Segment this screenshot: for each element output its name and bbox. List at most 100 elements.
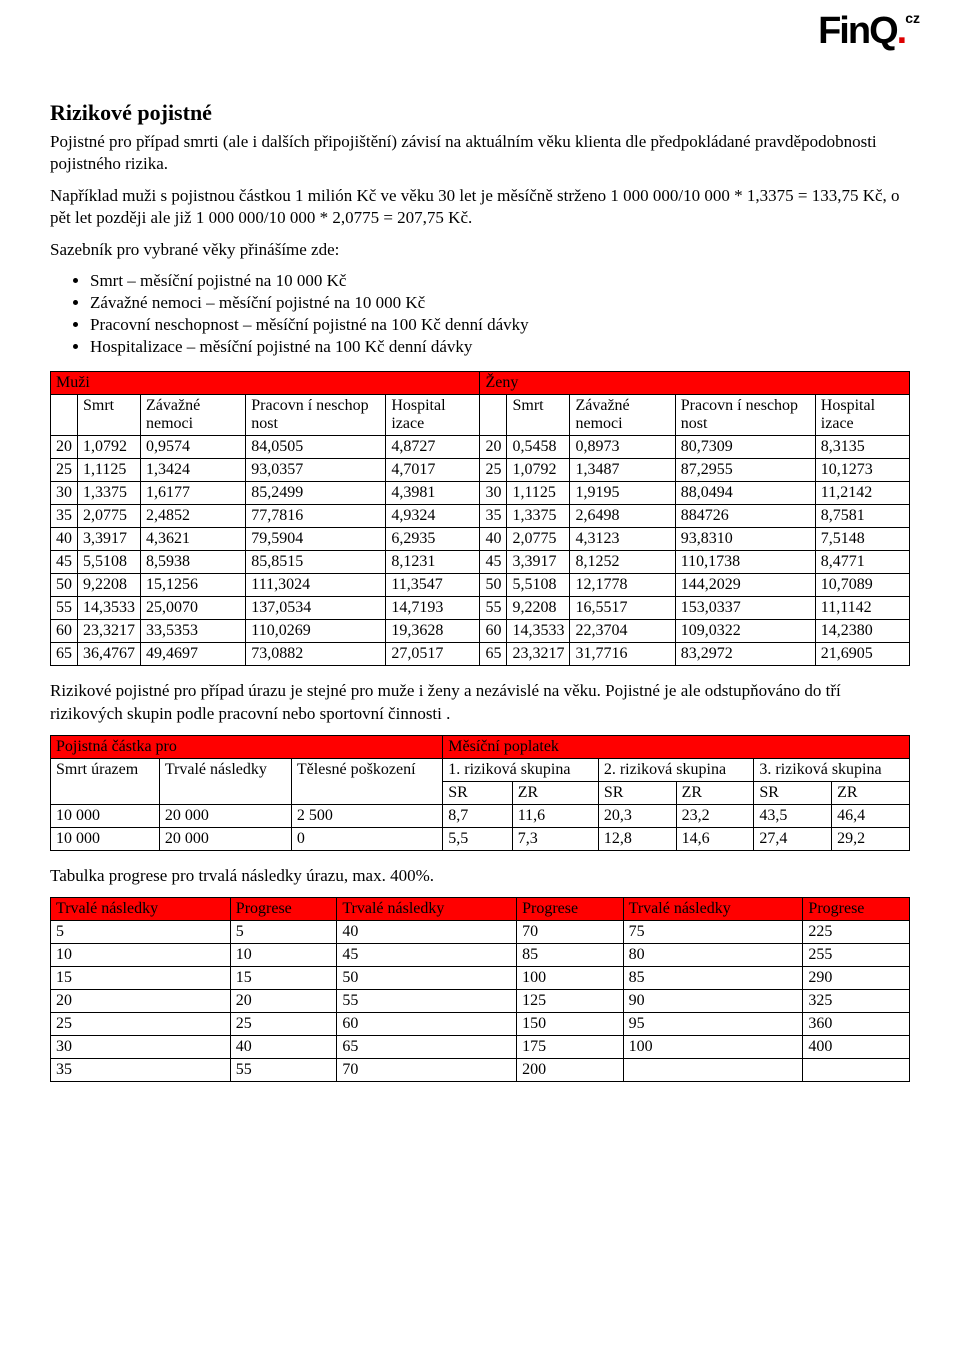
table-cell: 10 000	[51, 804, 160, 827]
table-cell: 65	[480, 643, 507, 666]
table-row: 509,220815,1256111,302411,3547505,510812…	[51, 574, 910, 597]
table-cell: 88,0494	[675, 482, 815, 505]
table-cell: 80,7309	[675, 436, 815, 459]
table-cell: 40	[337, 920, 517, 943]
table-cell: 60	[337, 1012, 517, 1035]
table-cell: 55	[480, 597, 507, 620]
col-nemoci: Závažné nemoci	[570, 395, 675, 436]
table-row: 355570200	[51, 1058, 910, 1081]
table-cell: 87,2955	[675, 459, 815, 482]
table-cell: 65	[51, 643, 78, 666]
col-age	[480, 395, 507, 436]
table-cell: 12,8	[598, 827, 676, 850]
table-cell: 50	[337, 966, 517, 989]
table-cell: 175	[517, 1035, 624, 1058]
table-cell: 75	[623, 920, 803, 943]
table-cell: 20	[51, 989, 231, 1012]
table-cell: 60	[51, 620, 78, 643]
table-cell: 225	[803, 920, 910, 943]
table-cell: 3,3917	[78, 528, 141, 551]
table-cell: 9,2208	[507, 597, 570, 620]
table-cell: 46,4	[832, 804, 910, 827]
table-cell: 23,3217	[78, 620, 141, 643]
table-cell: 25	[51, 1012, 231, 1035]
table-cell: 0,8973	[570, 436, 675, 459]
table-row: 25256015095360	[51, 1012, 910, 1035]
table-row: 15155010085290	[51, 966, 910, 989]
table-cell: 14,3533	[78, 597, 141, 620]
bullet-list: Smrt – měsíční pojistné na 10 000 Kč Záv…	[50, 271, 910, 357]
table-cell: 85,2499	[246, 482, 386, 505]
table-cell: 20	[230, 989, 337, 1012]
col-telesne: Tělesné poškození	[291, 758, 442, 804]
table-row: 6023,321733,5353110,026919,36286014,3533…	[51, 620, 910, 643]
table-cell: 85,8515	[246, 551, 386, 574]
table-row: 6536,476749,469773,088227,05176523,32173…	[51, 643, 910, 666]
table-cell: 79,5904	[246, 528, 386, 551]
table-cell: 85	[623, 966, 803, 989]
table-cell: 2,0775	[507, 528, 570, 551]
col-smrt-urazem: Smrt úrazem	[51, 758, 160, 804]
table-cell: 65	[337, 1035, 517, 1058]
table-row: 201,07920,957484,05054,8727200,54580,897…	[51, 436, 910, 459]
table-cell: 10,1273	[815, 459, 909, 482]
table-cell: 11,1142	[815, 597, 909, 620]
table-cell: 31,7716	[570, 643, 675, 666]
col-sr: SR	[598, 781, 676, 804]
table-row: 5514,353325,0070137,053414,7193559,22081…	[51, 597, 910, 620]
table-cell: 20 000	[159, 804, 291, 827]
table-cell: 29,2	[832, 827, 910, 850]
hdr-poplatek: Měsíční poplatek	[443, 735, 910, 758]
accident-table: Pojistná částka pro Měsíční poplatek Smr…	[50, 735, 910, 851]
table-cell: 5,5108	[78, 551, 141, 574]
logo-dot: .	[897, 10, 906, 52]
table-cell: 83,2972	[675, 643, 815, 666]
table-cell: 11,3547	[386, 574, 480, 597]
col-hosp: Hospital izace	[386, 395, 480, 436]
table-cell: 22,3704	[570, 620, 675, 643]
table-cell: 19,3628	[386, 620, 480, 643]
table-cell: 360	[803, 1012, 910, 1035]
table-cell: 4,3123	[570, 528, 675, 551]
progression-table: Trvalé následky Progrese Trvalé následky…	[50, 897, 910, 1082]
list-item: Pracovní neschopnost – měsíční pojistné …	[90, 315, 910, 335]
table-cell: 15	[230, 966, 337, 989]
table-cell: 12,1778	[570, 574, 675, 597]
table-cell: 11,6	[512, 804, 598, 827]
hdr-trvale: Trvalé následky	[623, 897, 803, 920]
table-cell: 1,0792	[78, 436, 141, 459]
table-cell: 35	[51, 505, 78, 528]
hdr-castka: Pojistná částka pro	[51, 735, 443, 758]
col-trvale: Trvalé následky	[159, 758, 291, 804]
table-cell: 8,5938	[141, 551, 246, 574]
table-cell: 4,7017	[386, 459, 480, 482]
table-row: 304065175100400	[51, 1035, 910, 1058]
table-cell: 10,7089	[815, 574, 909, 597]
table-cell: 0,5458	[507, 436, 570, 459]
table-cell: 153,0337	[675, 597, 815, 620]
col-zr: ZR	[832, 781, 910, 804]
logo: FinQ.cz	[818, 10, 920, 53]
hdr-prog: Progrese	[803, 897, 910, 920]
table-cell	[623, 1058, 803, 1081]
table-cell: 1,1125	[78, 459, 141, 482]
table-row: 20205512590325	[51, 989, 910, 1012]
table-row: 301,33751,617785,24994,3981301,11251,919…	[51, 482, 910, 505]
table-row: 55407075225	[51, 920, 910, 943]
table-row: 403,39174,362179,59046,2935402,07754,312…	[51, 528, 910, 551]
table-cell: 10	[51, 943, 231, 966]
table-cell: 40	[230, 1035, 337, 1058]
table-cell: 20,3	[598, 804, 676, 827]
table-cell: 8,4771	[815, 551, 909, 574]
col-sr: SR	[443, 781, 512, 804]
table-cell: 25	[51, 459, 78, 482]
table-cell: 8,1252	[570, 551, 675, 574]
table-cell: 1,3424	[141, 459, 246, 482]
table-cell: 3,3917	[507, 551, 570, 574]
hdr-trvale: Trvalé následky	[337, 897, 517, 920]
table-cell: 70	[337, 1058, 517, 1081]
table-cell: 50	[480, 574, 507, 597]
hdr-trvale: Trvalé následky	[51, 897, 231, 920]
table-cell: 20	[480, 436, 507, 459]
table-cell: 290	[803, 966, 910, 989]
